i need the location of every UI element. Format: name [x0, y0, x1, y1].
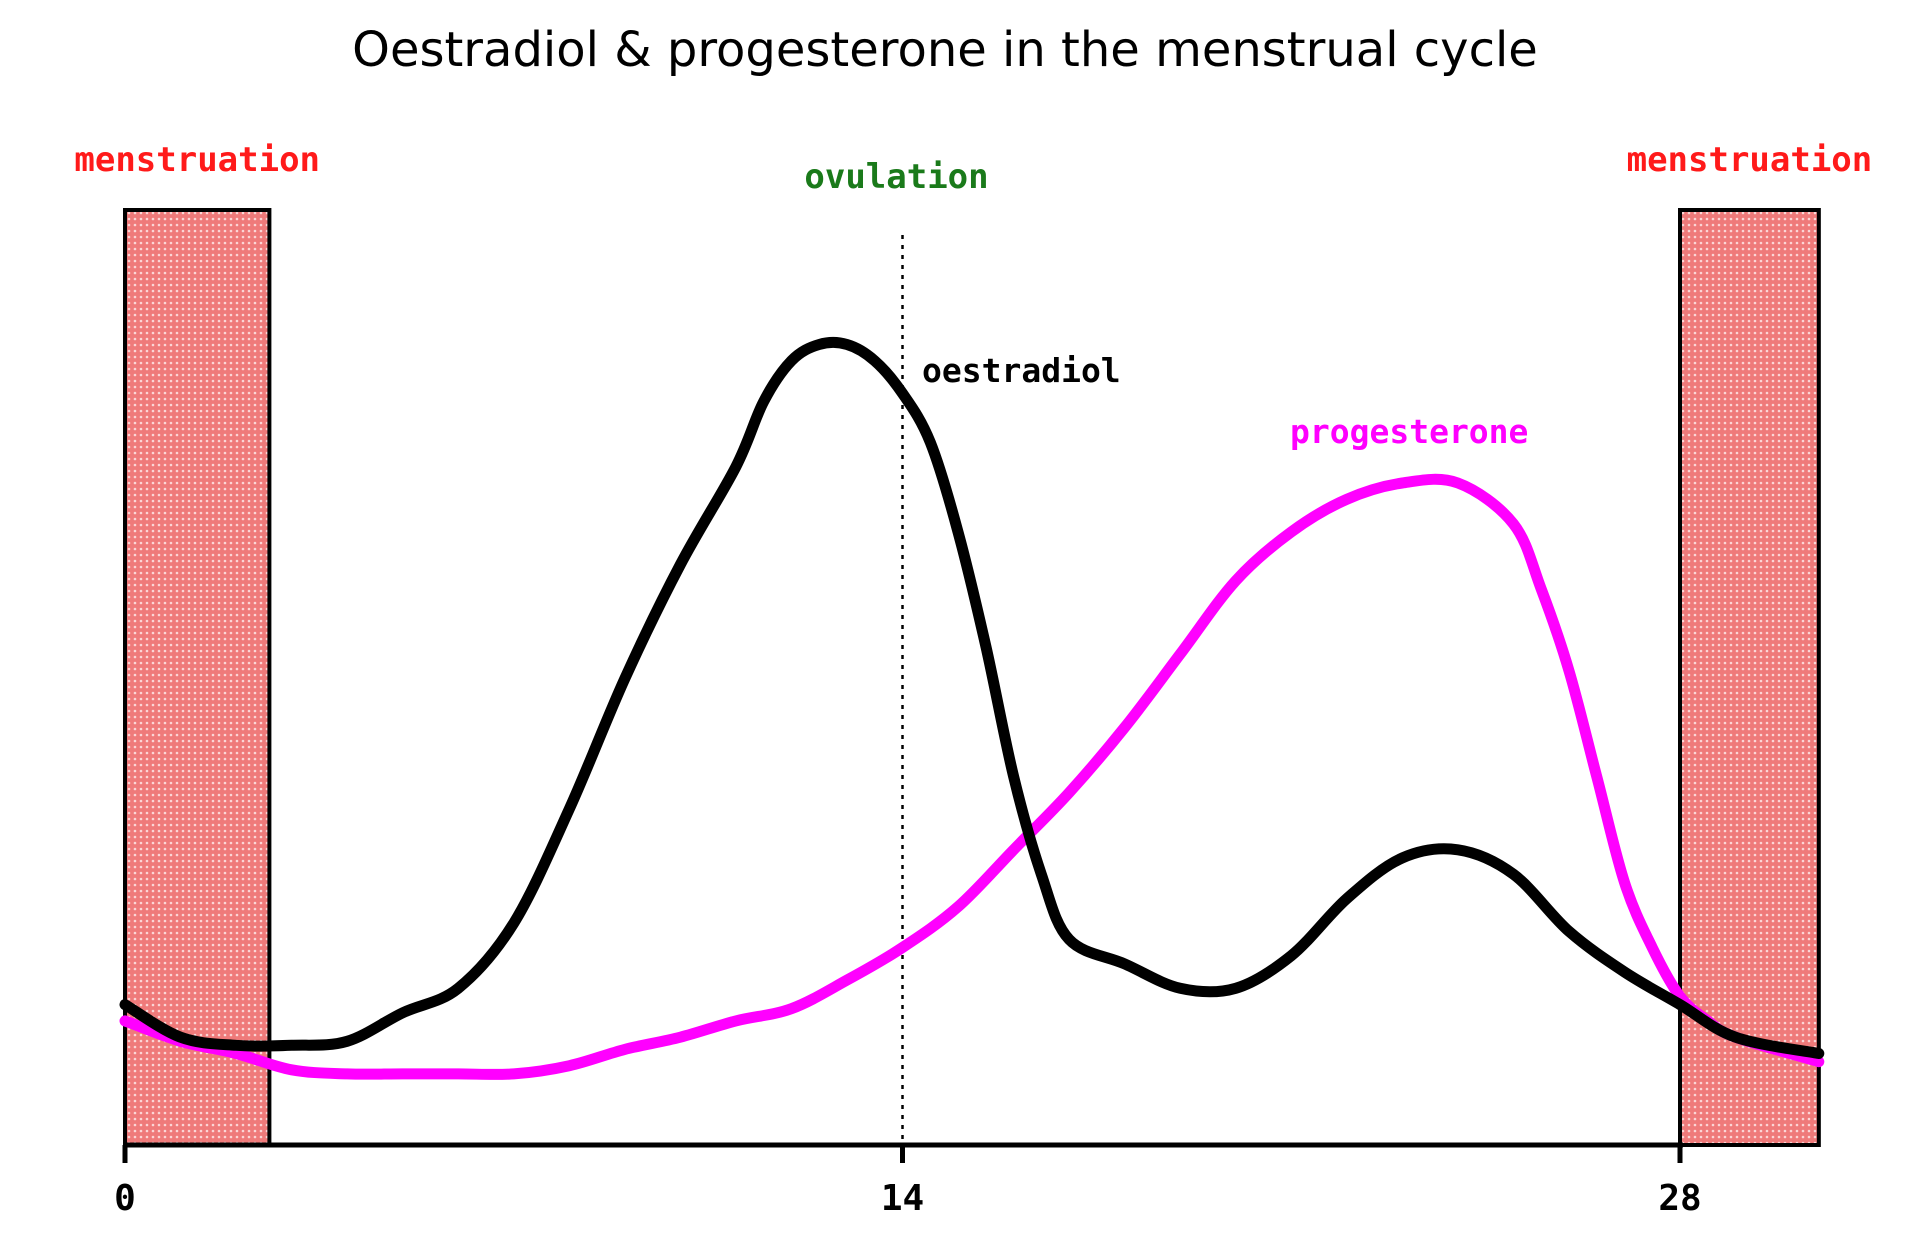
phase-layer: menstruation menstruation [74, 140, 1873, 1147]
chart-title: Oestradiol & progesterone in the menstru… [352, 22, 1538, 78]
series-layer: oestradiol progesterone [119, 336, 1825, 1080]
x-tick-label-2: 28 [1658, 1178, 1701, 1219]
series-line-oestradiol [119, 336, 1825, 1059]
ovulation-label: ovulation [804, 157, 988, 197]
series-label-progesterone: progesterone [1290, 412, 1528, 451]
phase-label-1: menstruation [1627, 140, 1873, 180]
series-label-oestradiol: oestradiol [922, 351, 1121, 390]
phase-band-0 [123, 208, 272, 1147]
tick-layer: 0 14 28 [114, 1145, 1702, 1219]
phase-label-0: menstruation [74, 140, 320, 180]
marker-layer: ovulation [804, 157, 989, 1145]
series-line-progesterone [119, 473, 1825, 1080]
phase-band-1 [1678, 208, 1821, 1147]
x-tick-label-1: 14 [881, 1178, 924, 1219]
x-tick-label-0: 0 [114, 1178, 136, 1219]
